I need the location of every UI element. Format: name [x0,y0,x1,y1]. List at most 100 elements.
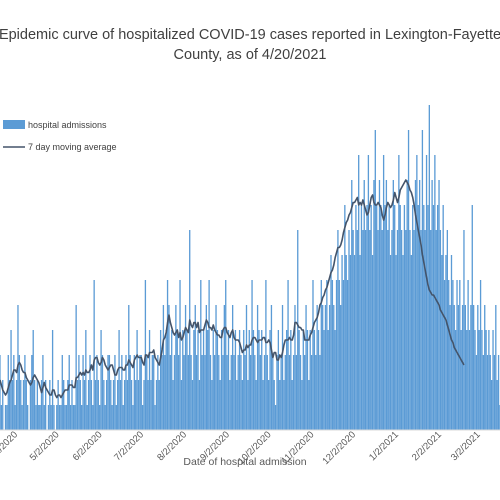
bar [385,180,388,430]
bar [151,355,153,430]
bar [137,380,140,430]
bar [252,330,255,430]
bar [431,180,433,430]
bar [356,230,358,430]
bar [231,305,234,430]
bar [65,405,68,430]
legend-swatch-hospital-admissions [3,120,25,129]
bar [479,280,482,430]
bar [302,330,304,430]
bar [164,355,166,430]
bar [187,355,189,430]
bar [334,330,336,430]
bar [287,280,289,430]
bar [416,155,418,430]
bar [107,355,109,430]
bar [172,380,174,430]
bar [323,330,325,430]
bar [36,380,39,430]
bar [467,280,469,430]
bar [81,405,83,430]
bar [0,405,3,430]
legend: hospital admissions 7 day moving average [3,120,117,152]
bar [460,330,462,430]
bar [155,380,158,430]
bar [126,380,129,430]
bar [400,230,403,430]
bar [306,330,309,430]
bar [346,280,349,430]
bar [434,155,436,430]
bar [254,355,256,430]
bar [153,355,155,430]
bar [320,280,322,430]
line-series-7-day-moving-average [0,179,465,399]
bar [143,380,145,430]
bar [258,330,260,430]
bar [493,355,496,430]
bar [340,305,342,430]
bar [454,330,457,430]
bar [216,330,219,430]
bar [112,380,115,430]
bar [105,380,108,430]
bar [245,305,248,430]
bar [87,380,90,430]
bar [237,355,239,430]
bar [308,380,310,430]
bar [338,280,340,430]
bar [424,230,426,430]
bar [121,355,123,430]
bar [96,355,98,430]
bar [463,230,465,430]
bar [319,355,321,430]
bar [108,355,111,430]
bar [496,380,498,430]
bar [49,380,51,430]
bar [412,205,414,430]
bar [478,330,480,430]
bar [27,405,29,430]
bar [436,205,439,430]
bar [79,380,81,430]
bar [21,405,23,430]
bar [452,280,454,430]
bar [244,355,246,430]
bar [274,405,277,430]
bar [69,405,72,430]
bar [212,330,214,430]
bar [353,255,356,430]
bar [129,355,131,430]
bar [456,280,458,430]
bar [468,330,471,430]
bar [352,230,354,430]
bar [428,105,430,430]
bar [312,280,314,430]
bar [148,330,151,430]
bar [141,405,144,430]
bar [204,355,206,430]
bar [166,280,169,430]
bar [270,305,273,430]
bar [342,280,345,430]
bar [158,380,160,430]
bar [186,330,188,430]
bar [31,355,33,430]
bar [173,355,176,430]
bar [225,280,227,430]
bar [410,255,412,430]
bar [40,380,43,430]
bar [197,330,199,430]
bar [369,230,371,430]
chart-title-line-1: Epidemic curve of hospitalized COVID-19 … [0,27,500,43]
bar [136,330,138,430]
bar [324,305,327,430]
bar [481,330,483,430]
bar [284,355,286,430]
bar [207,330,209,430]
bar [45,380,47,430]
bar [435,230,437,430]
bar [345,255,347,430]
bar [337,230,339,430]
bar [191,380,194,430]
